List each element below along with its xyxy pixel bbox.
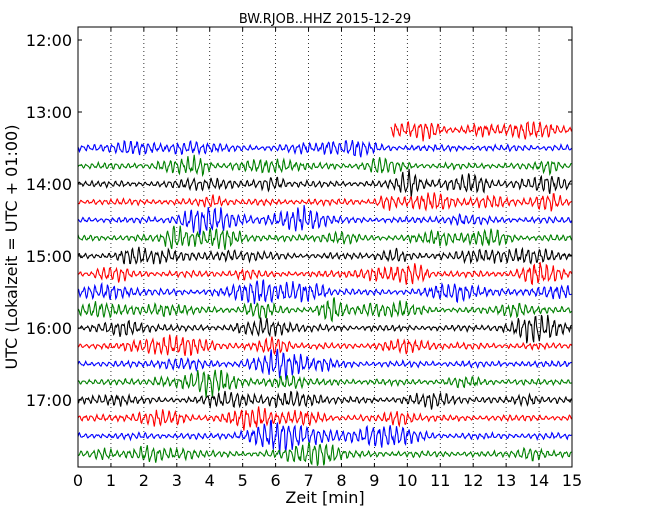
y-axis-label: UTC (Lokalzeit = UTC + 01:00) <box>2 125 21 370</box>
trace-line <box>77 369 572 398</box>
x-tick-label: 2 <box>139 471 149 490</box>
x-tick-label: 4 <box>205 471 215 490</box>
trace-line <box>77 279 572 305</box>
trace-line <box>77 168 572 198</box>
trace-line <box>77 390 572 410</box>
x-tick-label: 6 <box>271 471 281 490</box>
trace-line <box>77 419 572 455</box>
x-tick-label: 5 <box>238 471 248 490</box>
trace-line <box>77 441 572 467</box>
x-axis-label: Zeit [min] <box>285 488 364 507</box>
x-tick-label: 1 <box>106 471 116 490</box>
chart-title: BW.RJOB..HHZ 2015-12-29 <box>239 12 411 27</box>
x-tick-label: 12 <box>463 471 483 490</box>
x-tick-label: 7 <box>303 471 313 490</box>
y-tick-label: 13:00 <box>26 103 72 122</box>
x-tick-label: 9 <box>369 471 379 490</box>
trace-line <box>77 406 573 431</box>
trace-line <box>77 261 573 286</box>
trace-line <box>77 205 573 236</box>
x-tick-label: 8 <box>336 471 346 490</box>
y-tick-label: 15:00 <box>26 247 72 266</box>
x-tick-label: 14 <box>529 471 549 490</box>
y-tick-label: 14:00 <box>26 175 72 194</box>
x-tick-label: 3 <box>172 471 182 490</box>
trace-line <box>77 246 572 265</box>
trace-line <box>77 334 572 356</box>
x-tick-label: 11 <box>430 471 450 490</box>
trace-line <box>77 348 572 380</box>
plot-frame <box>77 26 573 468</box>
trace-line <box>77 314 572 344</box>
y-tick-label: 16:00 <box>26 319 72 338</box>
trace-line <box>77 192 572 212</box>
trace-line <box>77 154 572 178</box>
axis-ticks <box>77 27 573 467</box>
x-tick-label: 15 <box>562 471 582 490</box>
trace-line <box>77 139 572 158</box>
y-tick-label: 12:00 <box>26 31 72 50</box>
trace-line <box>390 121 573 142</box>
trace-line <box>77 297 572 323</box>
grid-lines <box>110 27 540 467</box>
y-tick-labels: 12:00 13:00 14:00 15:00 16:00 17:00 <box>26 31 72 410</box>
y-tick-label: 17:00 <box>26 391 72 410</box>
trace-line <box>77 225 573 250</box>
x-tick-label: 13 <box>496 471 516 490</box>
seismic-traces <box>77 121 573 467</box>
x-tick-labels: 0 1 2 3 4 5 6 7 8 9 10 11 12 13 14 15 <box>73 471 582 490</box>
x-tick-label: 0 <box>73 471 83 490</box>
x-tick-label: 10 <box>397 471 417 490</box>
